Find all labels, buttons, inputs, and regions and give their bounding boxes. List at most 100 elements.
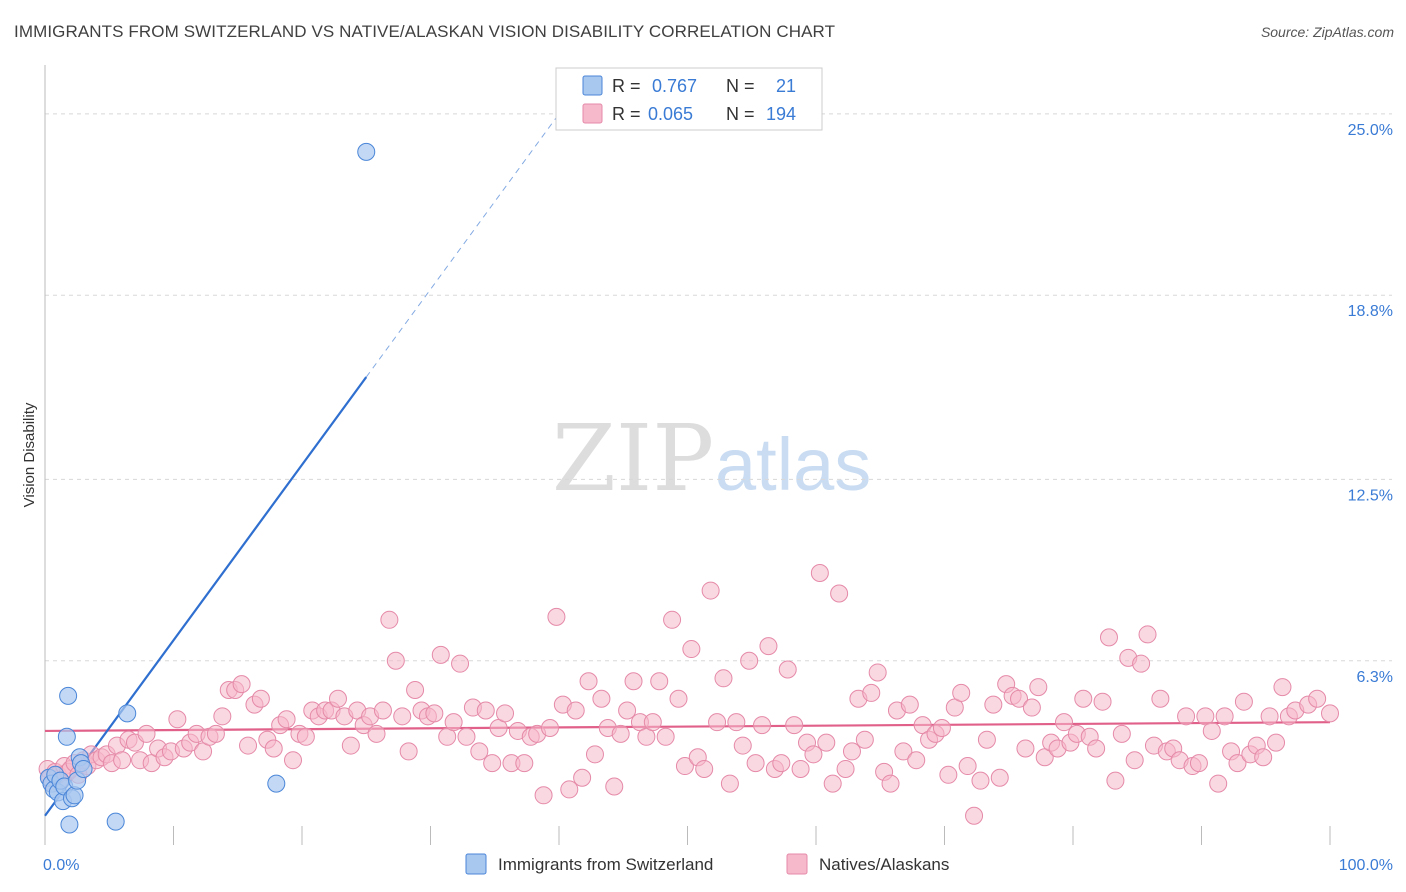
legend-n-label-1: N = (726, 76, 755, 96)
point-natives-alaskans (656, 727, 675, 746)
point-natives-alaskans (367, 724, 386, 743)
point-natives-alaskans (1202, 721, 1221, 740)
point-natives-alaskans (515, 754, 534, 773)
legend-n-value-1: 21 (776, 76, 796, 96)
point-natives-alaskans (958, 757, 977, 776)
point-natives-alaskans (1099, 628, 1118, 647)
point-natives-alaskans (746, 754, 765, 773)
point-natives-alaskans (971, 771, 990, 790)
point-natives-alaskans (451, 654, 470, 673)
point-natives-alaskans (431, 645, 450, 664)
legend-r-value-1: 0.767 (652, 76, 697, 96)
point-natives-alaskans (862, 683, 881, 702)
point-natives-alaskans (881, 774, 900, 793)
point-immigrants-switzerland (57, 727, 76, 746)
watermark-zip: ZIP (552, 405, 714, 512)
point-natives-alaskans (1308, 689, 1327, 708)
point-natives-alaskans (579, 672, 598, 691)
point-natives-alaskans (695, 759, 714, 778)
point-natives-alaskans (585, 745, 604, 764)
series-legend: Immigrants from Switzerland Natives/Alas… (465, 853, 949, 875)
point-natives-alaskans (900, 695, 919, 714)
point-natives-alaskans (1260, 707, 1279, 726)
point-natives-alaskans (907, 751, 926, 770)
point-natives-alaskans (1215, 707, 1234, 726)
point-natives-alaskans (1228, 754, 1247, 773)
point-natives-alaskans (1273, 678, 1292, 697)
point-natives-alaskans (393, 707, 412, 726)
point-natives-alaskans (328, 689, 347, 708)
point-natives-alaskans (836, 759, 855, 778)
point-natives-alaskans (1177, 707, 1196, 726)
point-natives-alaskans (296, 727, 315, 746)
point-natives-alaskans (566, 701, 585, 720)
point-natives-alaskans (232, 675, 251, 694)
point-natives-alaskans (284, 751, 303, 770)
point-natives-alaskans (804, 745, 823, 764)
point-natives-alaskans (778, 660, 797, 679)
point-natives-alaskans (483, 754, 502, 773)
point-natives-alaskans (939, 765, 958, 784)
point-natives-alaskans (932, 719, 951, 738)
legend-swatch-blue (582, 75, 603, 96)
point-natives-alaskans (1209, 774, 1228, 793)
point-natives-alaskans (624, 672, 643, 691)
stats-legend: R = 0.767 N = 21 R = 0.065 N = 194 (555, 67, 823, 131)
point-natives-alaskans (341, 736, 360, 755)
point-natives-alaskans (733, 736, 752, 755)
gridlines (45, 113, 1392, 662)
point-natives-alaskans (727, 713, 746, 732)
point-natives-alaskans (1151, 689, 1170, 708)
point-natives-alaskans (573, 768, 592, 787)
legend-swatch-pink (582, 103, 603, 124)
point-natives-alaskans (1016, 739, 1035, 758)
bottom-legend-swatch-blue (465, 853, 487, 875)
point-natives-alaskans (1189, 754, 1208, 773)
point-natives-alaskans (720, 774, 739, 793)
point-natives-alaskans (682, 640, 701, 659)
bottom-legend-label-blue: Immigrants from Switzerland (498, 855, 713, 874)
legend-r-label-2: R = (612, 104, 641, 124)
x-tick-label-max: 100.0% (1339, 857, 1393, 874)
source-credit: Source: ZipAtlas.com (1260, 24, 1394, 40)
legend-r-value-2: 0.065 (648, 104, 693, 124)
point-natives-alaskans (1087, 739, 1106, 758)
point-natives-alaskans (965, 806, 984, 825)
point-natives-alaskans (592, 689, 611, 708)
point-natives-alaskans (855, 730, 874, 749)
point-immigrants-switzerland (74, 759, 93, 778)
point-natives-alaskans (650, 672, 669, 691)
legend-n-label-2: N = (726, 104, 755, 124)
point-natives-alaskans (1093, 692, 1112, 711)
trend-lines (44, 113, 1331, 817)
point-natives-alaskans (823, 774, 842, 793)
point-natives-alaskans (277, 710, 296, 729)
point-natives-alaskans (669, 689, 688, 708)
legend-n-value-2: 194 (766, 104, 796, 124)
scatter-points (38, 142, 1339, 834)
watermark-atlas: atlas (715, 423, 871, 506)
point-natives-alaskans (425, 704, 444, 723)
point-natives-alaskans (984, 695, 1003, 714)
bottom-legend-label-pink: Natives/Alaskans (819, 855, 949, 874)
point-immigrants-switzerland (118, 704, 137, 723)
point-natives-alaskans (213, 707, 232, 726)
point-natives-alaskans (1132, 654, 1151, 673)
point-natives-alaskans (830, 584, 849, 603)
x-tick-label-min: 0.0% (43, 857, 79, 874)
point-natives-alaskans (1106, 771, 1125, 790)
point-natives-alaskans (380, 610, 399, 629)
point-natives-alaskans (643, 713, 662, 732)
point-natives-alaskans (470, 742, 489, 761)
bottom-legend-swatch-pink (786, 853, 808, 875)
point-natives-alaskans (618, 701, 637, 720)
point-natives-alaskans (772, 754, 791, 773)
point-natives-alaskans (251, 689, 270, 708)
point-natives-alaskans (399, 742, 418, 761)
point-natives-alaskans (386, 651, 405, 670)
point-natives-alaskans (1321, 704, 1339, 723)
point-natives-alaskans (541, 719, 560, 738)
point-natives-alaskans (1254, 748, 1273, 767)
point-natives-alaskans (1125, 751, 1144, 770)
point-natives-alaskans (701, 581, 720, 600)
